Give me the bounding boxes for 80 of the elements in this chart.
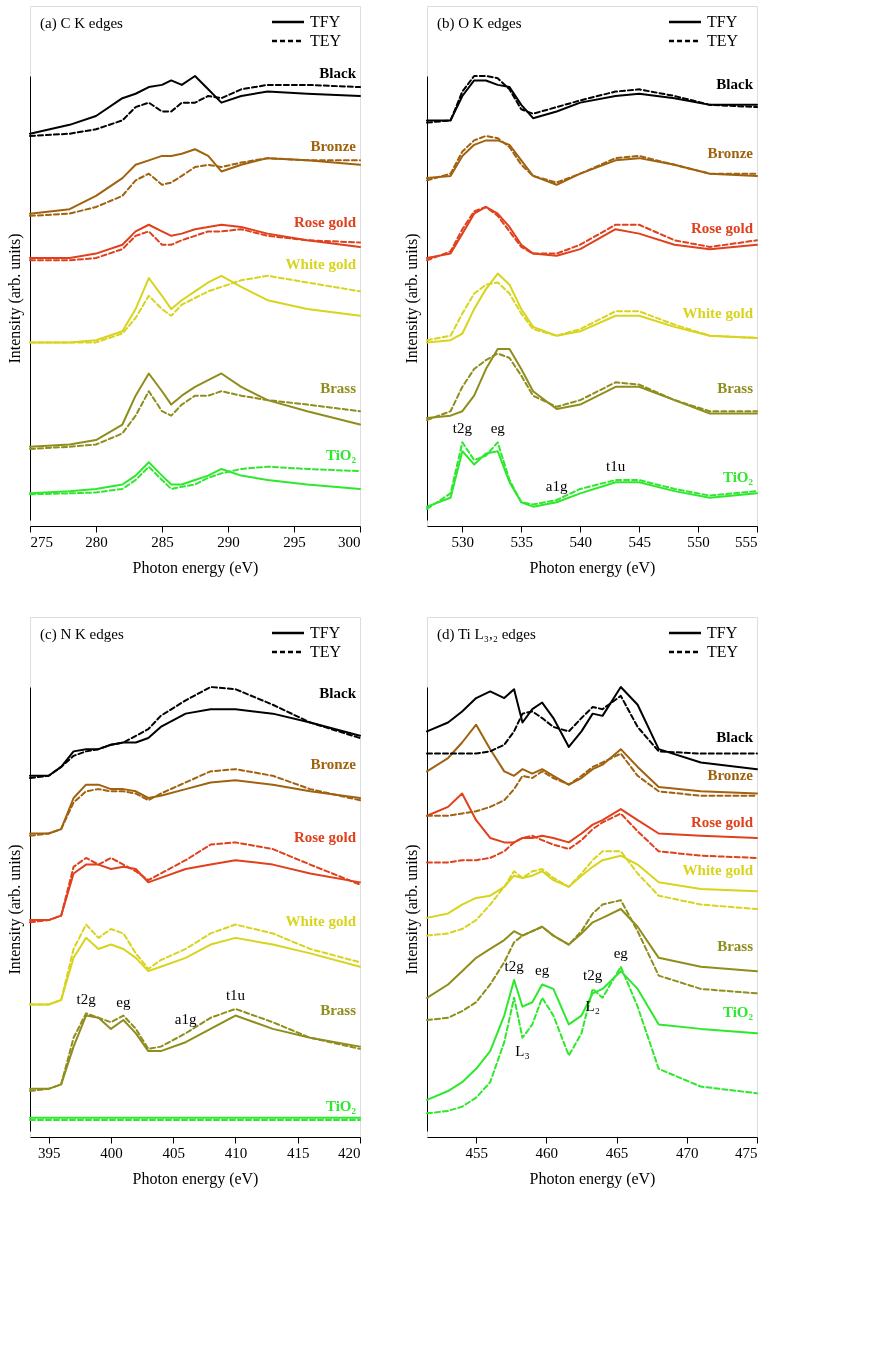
series-label: Bronze [707,766,754,783]
annotation: eg [116,993,131,1010]
x-tick-label: 285 [151,533,174,550]
series-label: White gold [682,862,754,879]
x-tick-label: 545 [628,533,651,550]
annotation: eg [613,944,629,961]
x-tick-label: 535 [510,533,534,550]
series-label: White gold [285,913,357,930]
series-label: Black [319,64,357,81]
text: TFY [310,13,341,30]
annotation: L₃ [515,1042,530,1059]
text: TEY [707,32,739,49]
x-tick-label: 465 [605,1144,629,1161]
x-tick-label: 295 [283,533,306,550]
x-axis-title: Photon energy (eV) [132,558,259,577]
annotation: a1g [174,1011,197,1028]
series-label: Bronze [310,755,357,772]
y-axis-title: Intensity (arb. units) [402,844,421,975]
annotation: t2g [504,958,525,975]
annotation: t2g [452,420,473,437]
chart-title: (d) Ti L₃,₂ edges [437,626,536,643]
series-label: TiO₂ [325,1097,357,1114]
text: TEY [310,32,342,49]
x-tick-label: 290 [217,533,240,550]
x-tick-label: 470 [676,1144,699,1161]
x-tick-label: 300 [338,533,361,550]
x-tick-label: 415 [286,1144,310,1161]
series-label: White gold [682,304,754,321]
text: TEY [310,643,342,660]
series-label: Black [716,75,754,92]
series-label: TiO₂ [325,446,357,463]
series-label: Rose gold [293,213,357,230]
x-tick-label: 395 [37,1144,61,1161]
x-tick-label: 410 [224,1144,248,1161]
y-axis-title: Intensity (arb. units) [5,233,24,364]
text: TFY [707,624,738,641]
series-label: Rose gold [293,829,357,846]
y-axis-title: Intensity (arb. units) [402,233,421,364]
annotation: t2g [583,966,603,983]
series-label: Bronze [310,138,357,155]
x-tick-label: 550 [687,533,710,550]
x-tick-label: 455 [465,1144,488,1161]
x-tick-label: 405 [162,1144,185,1161]
series-label: Rose gold [690,813,754,830]
series-label: Rose gold [690,220,754,237]
annotation: t1u [225,986,246,1003]
x-tick-label: 475 [735,1144,758,1161]
y-axis-title: Intensity (arb. units) [5,844,24,975]
x-axis-title: Photon energy (eV) [529,558,656,577]
chart-title: (a) C K edges [40,15,124,32]
x-tick-label: 555 [735,533,758,550]
text: TFY [310,624,341,641]
x-axis-title: Photon energy (eV) [529,1169,656,1188]
text: White gold [285,255,357,272]
x-tick-label: 400 [100,1144,123,1161]
series-label: TiO₂ [722,468,754,485]
annotation: eg [535,962,550,979]
text: TEY [707,643,739,660]
series-label: Brass [717,380,754,397]
series-label: Black [319,684,357,701]
series-label: TiO₂ [722,1004,754,1021]
x-tick-label: 540 [569,533,592,550]
x-tick-label: 530 [451,533,475,550]
annotation: eg [490,420,506,437]
x-tick-label: 420 [338,1144,361,1161]
chart-title: (b) O K edges [437,15,522,32]
x-tick-label: 275 [30,533,53,550]
x-tick-label: 280 [85,533,108,550]
series-label: Bronze [707,144,754,161]
series-label: Black [716,729,754,746]
series-label: Brass [320,380,357,397]
x-axis-title: Photon energy (eV) [132,1169,259,1188]
annotation: t2g [76,991,97,1008]
text: TFY [707,13,738,30]
series-label: Brass [717,937,754,954]
annotation: a1g [545,478,568,495]
x-tick-label: 460 [535,1144,559,1161]
series-label: Brass [320,1002,357,1019]
annotation: t1u [605,458,626,475]
chart-title: (c) N K edges [40,626,124,643]
